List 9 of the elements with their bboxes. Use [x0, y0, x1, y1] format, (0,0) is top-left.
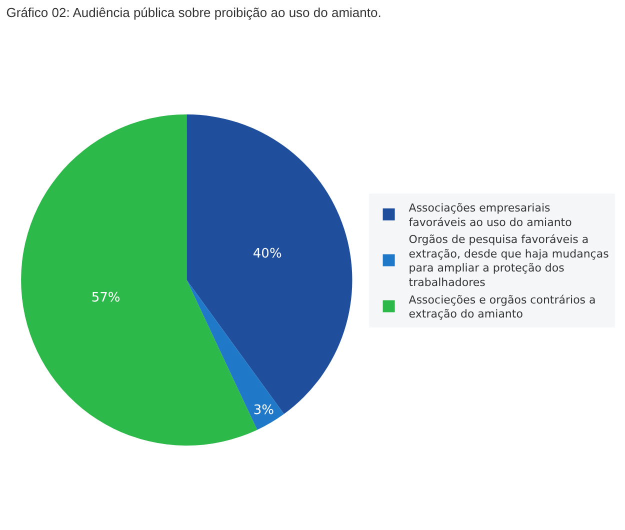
data-label: 40%	[252, 246, 282, 262]
chart-title: Gráfico 02: Audiência pública sobre proibição ao uso do amianto.	[6, 5, 382, 20]
data-label: 3%	[253, 402, 274, 418]
legend-label: Orgãos de pesquisa favoráveis a extração, desde que haja mudanças para ampliar a proteção dos trabalhadores	[408, 233, 610, 290]
pie-slice	[186, 280, 284, 430]
legend-label: Associações empresariais favoráveis ao uso do amianto	[408, 202, 572, 229]
pie-slice	[186, 114, 352, 414]
data-label: 57%	[91, 290, 120, 306]
legend-label: Associeções e orgãos contrários a extração do amianto	[408, 293, 596, 321]
